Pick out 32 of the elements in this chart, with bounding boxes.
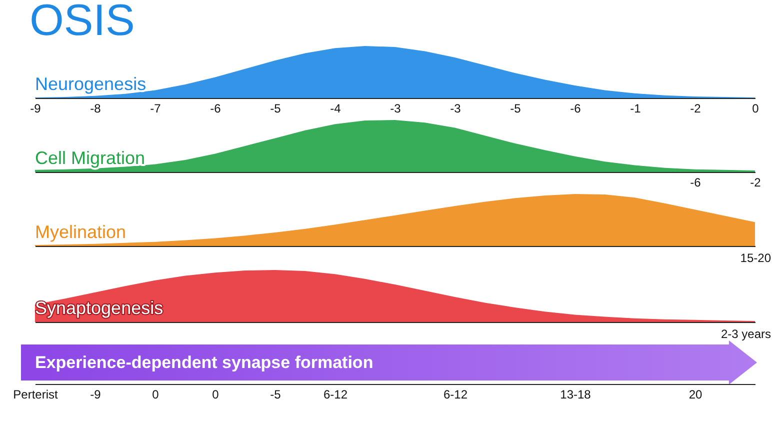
- x-tick-label: -2: [690, 102, 702, 116]
- category-label: 6-12: [323, 388, 348, 402]
- x-tick-label: -4: [330, 102, 342, 116]
- category-label: 0: [212, 388, 220, 402]
- x-tick-label: 0: [752, 102, 760, 116]
- text: Experience-dependent synapse formation: [35, 353, 374, 372]
- x-tick-label: -5: [270, 102, 282, 116]
- category-label: -5: [270, 388, 282, 402]
- x-tick-label: -3: [390, 102, 402, 116]
- text: 2-3 years: [720, 327, 771, 341]
- x-tick-label: -8: [90, 102, 102, 116]
- x-tick-label: -1: [630, 102, 642, 116]
- category-label: 0: [152, 388, 160, 402]
- category-label: 6-12: [443, 388, 468, 402]
- x-tick-label: -9: [30, 102, 42, 116]
- chart-title: OSIS: [30, 0, 135, 45]
- series-label: Synaptogenesis: [35, 298, 164, 318]
- category-label: 20: [688, 388, 702, 402]
- category-label: -9: [90, 388, 102, 402]
- x-tick-label: -3: [450, 102, 462, 116]
- category-label: 13-18: [560, 388, 592, 402]
- x-tick-label: -6: [210, 102, 222, 116]
- series-label: Cell Migration: [35, 148, 146, 168]
- x-tick-label: -5: [510, 102, 522, 116]
- series-label: Myelination: [35, 222, 126, 242]
- text: 15-20: [740, 251, 772, 265]
- x-tick-label: -7: [150, 102, 162, 116]
- category-label: Perterist: [13, 388, 58, 402]
- x-tick-label: -6: [570, 102, 582, 116]
- series-label: Neurogenesis: [35, 74, 146, 94]
- x-tick-label: -6: [690, 176, 702, 190]
- x-tick-label: -2: [750, 176, 762, 190]
